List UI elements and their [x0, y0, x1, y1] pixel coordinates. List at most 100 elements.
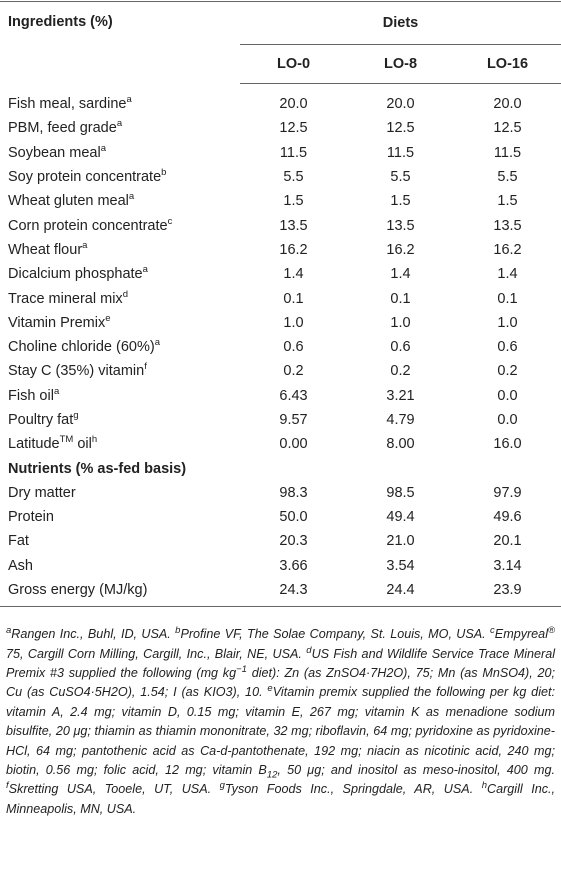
row-label: LatitudeTM oilh	[0, 432, 240, 456]
text: Soy protein concentrate	[8, 169, 162, 186]
text: oil	[73, 436, 92, 453]
cell: 21.0	[386, 533, 415, 550]
text: Cargill Inc., Minneapolis, MN, USA.	[6, 782, 555, 816]
text: Trace mineral mix	[8, 290, 123, 307]
cell: 98.3	[279, 484, 308, 501]
cell: 12.5	[493, 120, 522, 137]
superscript: a	[6, 625, 12, 637]
text: Empyreal	[494, 627, 548, 642]
row-label: Protein	[0, 505, 240, 529]
section-row: Nutrients (% as-fed basis)	[0, 456, 561, 480]
cell: 23.9	[454, 577, 561, 608]
cell: 0.2	[390, 363, 411, 380]
cell: 1.5	[497, 193, 518, 210]
cell: 20.0	[386, 96, 415, 113]
superscript: d	[306, 644, 312, 656]
cell: 97.9	[493, 484, 522, 501]
column-header: LO-0	[240, 44, 347, 84]
text: Dry matter	[8, 484, 76, 501]
data-row: Soybean meala 11.5 11.5 11.5	[0, 141, 561, 165]
section-heading: Nutrients (% as-fed basis)	[8, 460, 187, 477]
row-label: Vitamin Premixe	[0, 311, 240, 335]
cell: 1.5	[390, 193, 411, 210]
data-row: Soy protein concentrateb 5.5 5.5 5.5	[0, 165, 561, 189]
footnote: aRangen Inc., Buhl, ID, USA. bProfine VF…	[6, 625, 555, 819]
superscript: d	[122, 288, 128, 300]
column-header: LO-16	[454, 44, 561, 84]
row-label: Choline chloride (60%)a	[0, 335, 240, 359]
cell: 0.00	[279, 436, 308, 453]
cell: 0.1	[390, 290, 411, 307]
superscript: a	[116, 118, 123, 130]
cell: 11.5	[279, 144, 308, 161]
cell: 0.1	[283, 290, 304, 307]
data-row: Poultry fatg 9.57 4.79 0.0	[0, 408, 561, 432]
cell: 0.1	[497, 290, 518, 307]
cell: 16.0	[493, 436, 522, 453]
cell: 0.6	[390, 339, 411, 356]
cell: 4.79	[386, 412, 415, 428]
cell: 0.2	[497, 363, 518, 380]
cell: 24.4	[347, 577, 454, 608]
ingredients-header: Ingredients (%)	[8, 14, 113, 30]
data-row: Vitamin Premixe 1.0 1.0 1.0	[0, 311, 561, 335]
cell: 20.3	[279, 533, 308, 550]
cell: 13.5	[493, 217, 522, 234]
text: Fish oil	[8, 387, 54, 404]
cell: 0.0	[497, 412, 518, 428]
text: Latitude	[8, 436, 60, 453]
text: Wheat gluten meal	[8, 193, 129, 210]
superscript: a	[126, 94, 132, 106]
superscript: e	[105, 312, 111, 324]
row-label: Trace mineral mixd	[0, 286, 240, 310]
text: Protein	[8, 509, 54, 526]
row-label: Wheat floura	[0, 238, 240, 262]
text: Fish meal, sardine	[8, 95, 127, 112]
row-label: Corn protein concentratec	[0, 213, 240, 237]
data-row: Ash 3.66 3.54 3.14	[0, 554, 561, 578]
cell: 12.5	[386, 120, 415, 137]
subscript: 12	[266, 769, 278, 781]
text: Skretting USA, Tooele, UT, USA.	[8, 782, 220, 797]
row-label: Dicalcium phosphatea	[0, 262, 240, 286]
cell: 20.0	[493, 96, 522, 113]
data-row: Stay C (35%) vitaminf 0.2 0.2 0.2	[0, 359, 561, 383]
text: Vitamin premix supplied the following pe…	[6, 685, 555, 778]
cell: 98.5	[386, 484, 415, 501]
superscript: h	[481, 780, 487, 792]
text: Vitamin Premix	[8, 314, 106, 331]
text: Rangen Inc., Buhl, ID, USA.	[11, 627, 176, 642]
superscript: TM	[59, 434, 74, 446]
superscript: a	[82, 240, 88, 252]
table-body: Fish meal, sardinea 20.0 20.0 20.0 PBM, feed…	[0, 84, 561, 608]
cell: 1.4	[283, 266, 304, 283]
text: Gross energy (MJ/kg)	[8, 582, 148, 599]
row-label: Stay C (35%) vitaminf	[0, 359, 240, 383]
text: Wheat flour	[8, 241, 83, 258]
text: Dicalcium phosphate	[8, 266, 143, 283]
cell: 16.2	[493, 241, 522, 258]
row-label: Ash	[0, 554, 240, 578]
cell: 0.0	[497, 387, 518, 404]
superscript: g	[219, 780, 225, 792]
data-row: PBM, feed gradea 12.5 12.5 12.5	[0, 116, 561, 140]
cell: 13.5	[386, 217, 415, 234]
superscript: a	[53, 385, 60, 397]
row-label: Fish oila	[0, 384, 240, 408]
cell: 49.4	[386, 509, 415, 526]
cell: 1.0	[283, 314, 304, 331]
text: Stay C (35%) vitamin	[8, 363, 145, 380]
cell: 3.66	[279, 557, 308, 574]
data-row: Gross energy (MJ/kg) 24.3 24.4 23.9	[0, 577, 561, 608]
header-row: Ingredients (%) Diets	[0, 1, 561, 45]
cell: 50.0	[279, 509, 308, 526]
row-label: Dry matter	[0, 481, 240, 505]
cell: 8.00	[386, 436, 415, 453]
cell: 5.5	[283, 169, 304, 186]
text: Soybean meal	[8, 144, 101, 161]
cell: 1.0	[390, 314, 411, 331]
superscript: f	[144, 361, 147, 373]
cell: 20.0	[279, 96, 308, 113]
data-row: Fish meal, sardinea 20.0 20.0 20.0	[0, 84, 561, 117]
cell: 11.5	[386, 144, 415, 161]
